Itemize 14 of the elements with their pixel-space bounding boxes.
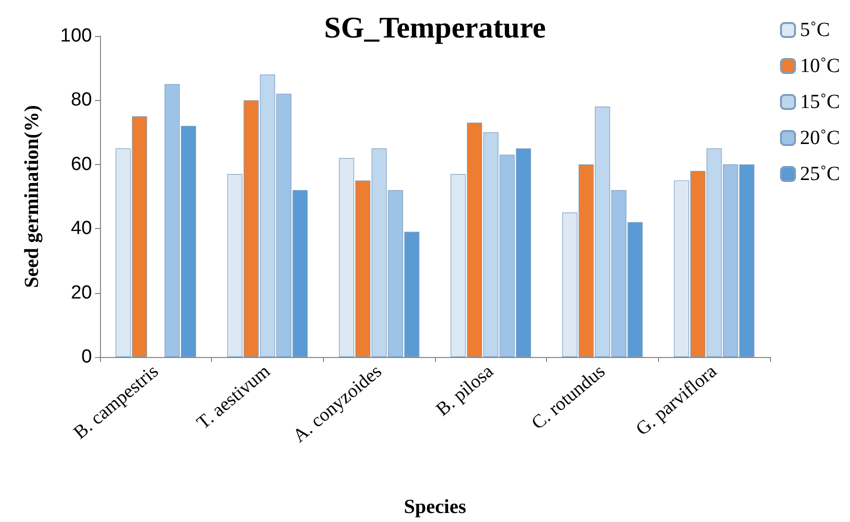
legend-label: 5˚C: [800, 19, 830, 41]
legend-label: 15˚C: [800, 91, 840, 113]
y-tick-label: 80: [70, 90, 92, 111]
y-axis-title: Seed germination(%): [21, 105, 43, 288]
y-tick-label: 100: [60, 26, 92, 46]
y-tick-label: 60: [70, 154, 92, 175]
y-tick-label: 20: [70, 282, 92, 304]
legend-label: 10˚C: [800, 55, 840, 77]
y-tick-label: 0: [81, 346, 92, 368]
legend-label: 20˚C: [800, 127, 840, 149]
y-tick-label: 40: [70, 218, 92, 240]
legend-label: 25˚C: [800, 163, 840, 185]
x-axis-title: Species: [404, 496, 466, 518]
chart-title: SG_Temperature: [324, 12, 546, 44]
